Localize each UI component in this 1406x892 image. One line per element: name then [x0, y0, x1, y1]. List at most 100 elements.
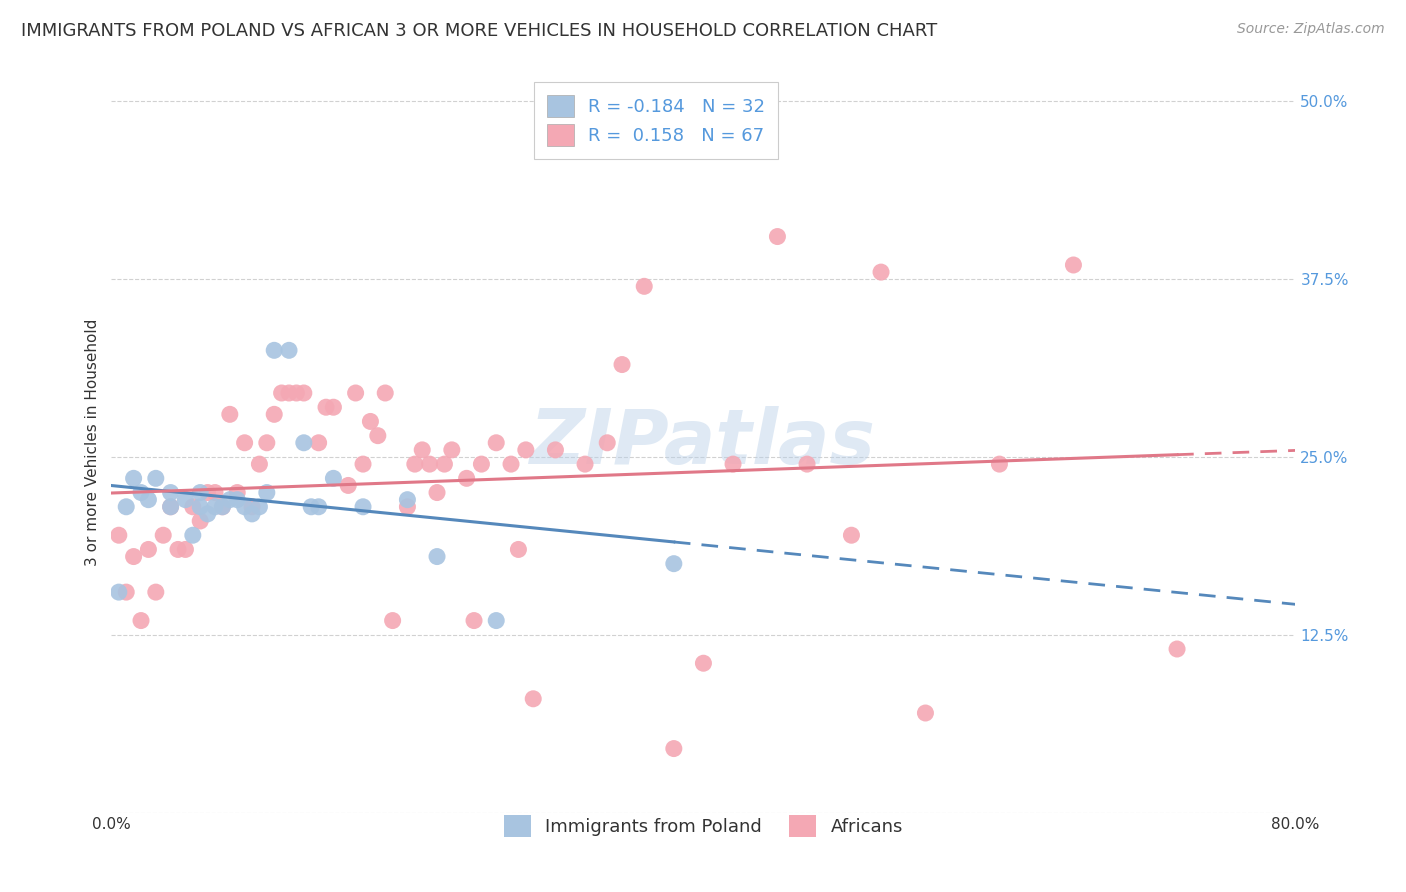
- Point: [508, 542, 530, 557]
- Point: [470, 457, 492, 471]
- Point: [352, 500, 374, 514]
- Point: [122, 549, 145, 564]
- Point: [204, 500, 226, 514]
- Point: [181, 500, 204, 514]
- Text: Source: ZipAtlas.com: Source: ZipAtlas.com: [1237, 22, 1385, 37]
- Point: [315, 401, 337, 415]
- Point: [249, 457, 271, 471]
- Point: [766, 229, 789, 244]
- Point: [129, 485, 152, 500]
- Point: [115, 500, 138, 514]
- Point: [463, 614, 485, 628]
- Point: [138, 542, 160, 557]
- Point: [233, 500, 256, 514]
- Point: [359, 414, 381, 428]
- Point: [721, 457, 744, 471]
- Point: [218, 492, 240, 507]
- Legend: Immigrants from Poland, Africans: Immigrants from Poland, Africans: [496, 808, 910, 844]
- Point: [662, 741, 685, 756]
- Point: [841, 528, 863, 542]
- Point: [197, 507, 219, 521]
- Point: [610, 358, 633, 372]
- Point: [308, 500, 330, 514]
- Point: [240, 507, 263, 521]
- Point: [159, 485, 181, 500]
- Point: [188, 514, 211, 528]
- Point: [344, 386, 367, 401]
- Point: [396, 500, 419, 514]
- Point: [292, 435, 315, 450]
- Point: [374, 386, 396, 401]
- Point: [381, 614, 404, 628]
- Point: [263, 407, 285, 421]
- Point: [692, 657, 714, 671]
- Point: [263, 343, 285, 358]
- Point: [218, 407, 240, 421]
- Point: [292, 386, 315, 401]
- Point: [122, 471, 145, 485]
- Point: [456, 471, 478, 485]
- Point: [226, 492, 249, 507]
- Point: [299, 500, 322, 514]
- Point: [138, 492, 160, 507]
- Point: [115, 585, 138, 599]
- Point: [499, 457, 522, 471]
- Point: [211, 500, 233, 514]
- Point: [188, 500, 211, 514]
- Point: [145, 585, 167, 599]
- Point: [285, 386, 308, 401]
- Point: [204, 485, 226, 500]
- Point: [662, 557, 685, 571]
- Point: [574, 457, 596, 471]
- Point: [515, 442, 537, 457]
- Point: [174, 492, 197, 507]
- Point: [337, 478, 360, 492]
- Point: [1166, 642, 1188, 657]
- Point: [174, 542, 197, 557]
- Point: [367, 428, 389, 442]
- Point: [249, 500, 271, 514]
- Text: IMMIGRANTS FROM POLAND VS AFRICAN 3 OR MORE VEHICLES IN HOUSEHOLD CORRELATION CH: IMMIGRANTS FROM POLAND VS AFRICAN 3 OR M…: [21, 22, 938, 40]
- Point: [152, 528, 174, 542]
- Point: [211, 500, 233, 514]
- Point: [426, 549, 449, 564]
- Point: [256, 435, 278, 450]
- Point: [404, 457, 426, 471]
- Point: [426, 485, 449, 500]
- Point: [308, 435, 330, 450]
- Point: [197, 485, 219, 500]
- Point: [352, 457, 374, 471]
- Point: [796, 457, 818, 471]
- Point: [145, 471, 167, 485]
- Point: [181, 528, 204, 542]
- Point: [256, 485, 278, 500]
- Point: [870, 265, 893, 279]
- Point: [188, 485, 211, 500]
- Point: [108, 528, 131, 542]
- Point: [419, 457, 441, 471]
- Point: [988, 457, 1011, 471]
- Point: [167, 542, 190, 557]
- Point: [596, 435, 619, 450]
- Y-axis label: 3 or more Vehicles in Household: 3 or more Vehicles in Household: [86, 319, 100, 566]
- Point: [1062, 258, 1084, 272]
- Point: [433, 457, 456, 471]
- Text: ZIPatlas: ZIPatlas: [530, 406, 876, 480]
- Point: [322, 471, 344, 485]
- Point: [270, 386, 292, 401]
- Point: [485, 435, 508, 450]
- Point: [233, 435, 256, 450]
- Point: [159, 500, 181, 514]
- Point: [159, 500, 181, 514]
- Point: [485, 614, 508, 628]
- Point: [522, 691, 544, 706]
- Point: [544, 442, 567, 457]
- Point: [240, 500, 263, 514]
- Point: [278, 386, 301, 401]
- Point: [914, 706, 936, 720]
- Point: [278, 343, 301, 358]
- Point: [440, 442, 463, 457]
- Point: [633, 279, 655, 293]
- Point: [226, 485, 249, 500]
- Point: [129, 614, 152, 628]
